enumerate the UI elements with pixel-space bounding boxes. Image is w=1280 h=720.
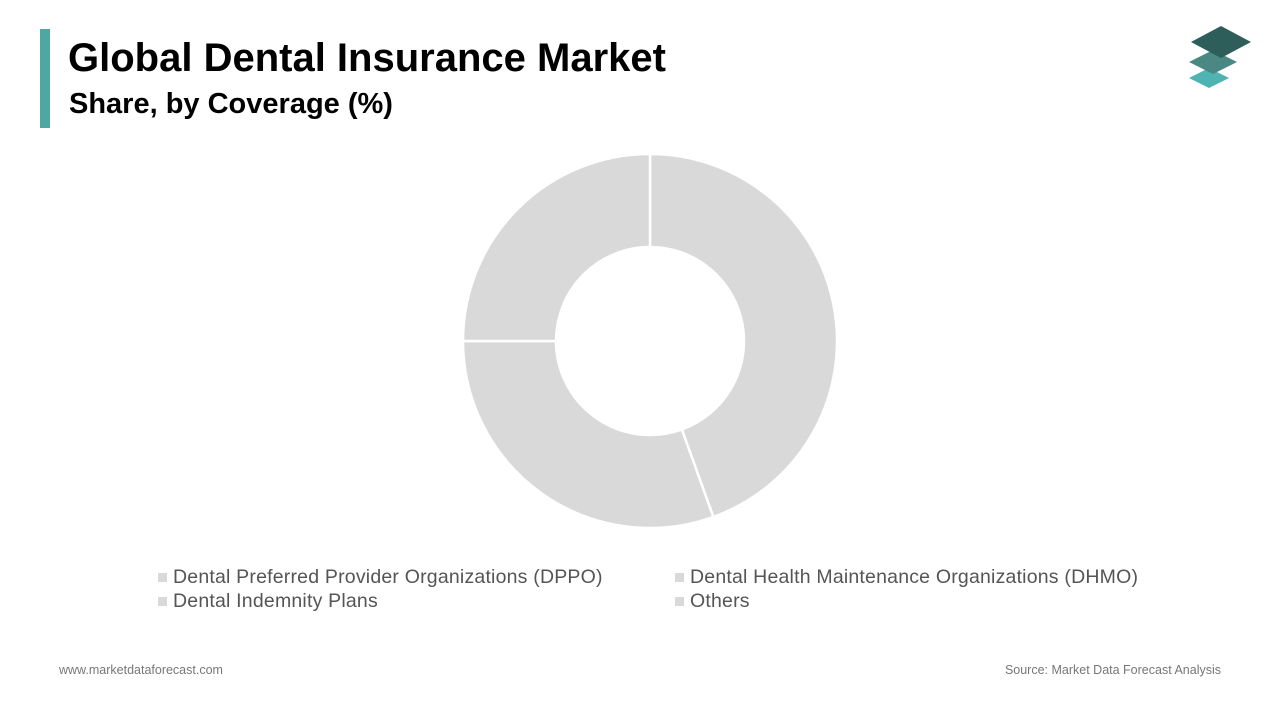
title-accent-bar <box>40 29 50 128</box>
donut-slice-2 <box>461 339 715 530</box>
footer-website: www.marketdataforecast.com <box>59 663 223 677</box>
stacked-layers-logo-icon <box>1189 26 1251 88</box>
page-title: Global Dental Insurance Market <box>68 36 666 80</box>
donut-slice-3 <box>461 152 652 343</box>
footer-source: Source: Market Data Forecast Analysis <box>1004 663 1221 677</box>
donut-slice-1 <box>648 152 839 519</box>
page-subtitle: Share, by Coverage (%) <box>69 88 393 120</box>
